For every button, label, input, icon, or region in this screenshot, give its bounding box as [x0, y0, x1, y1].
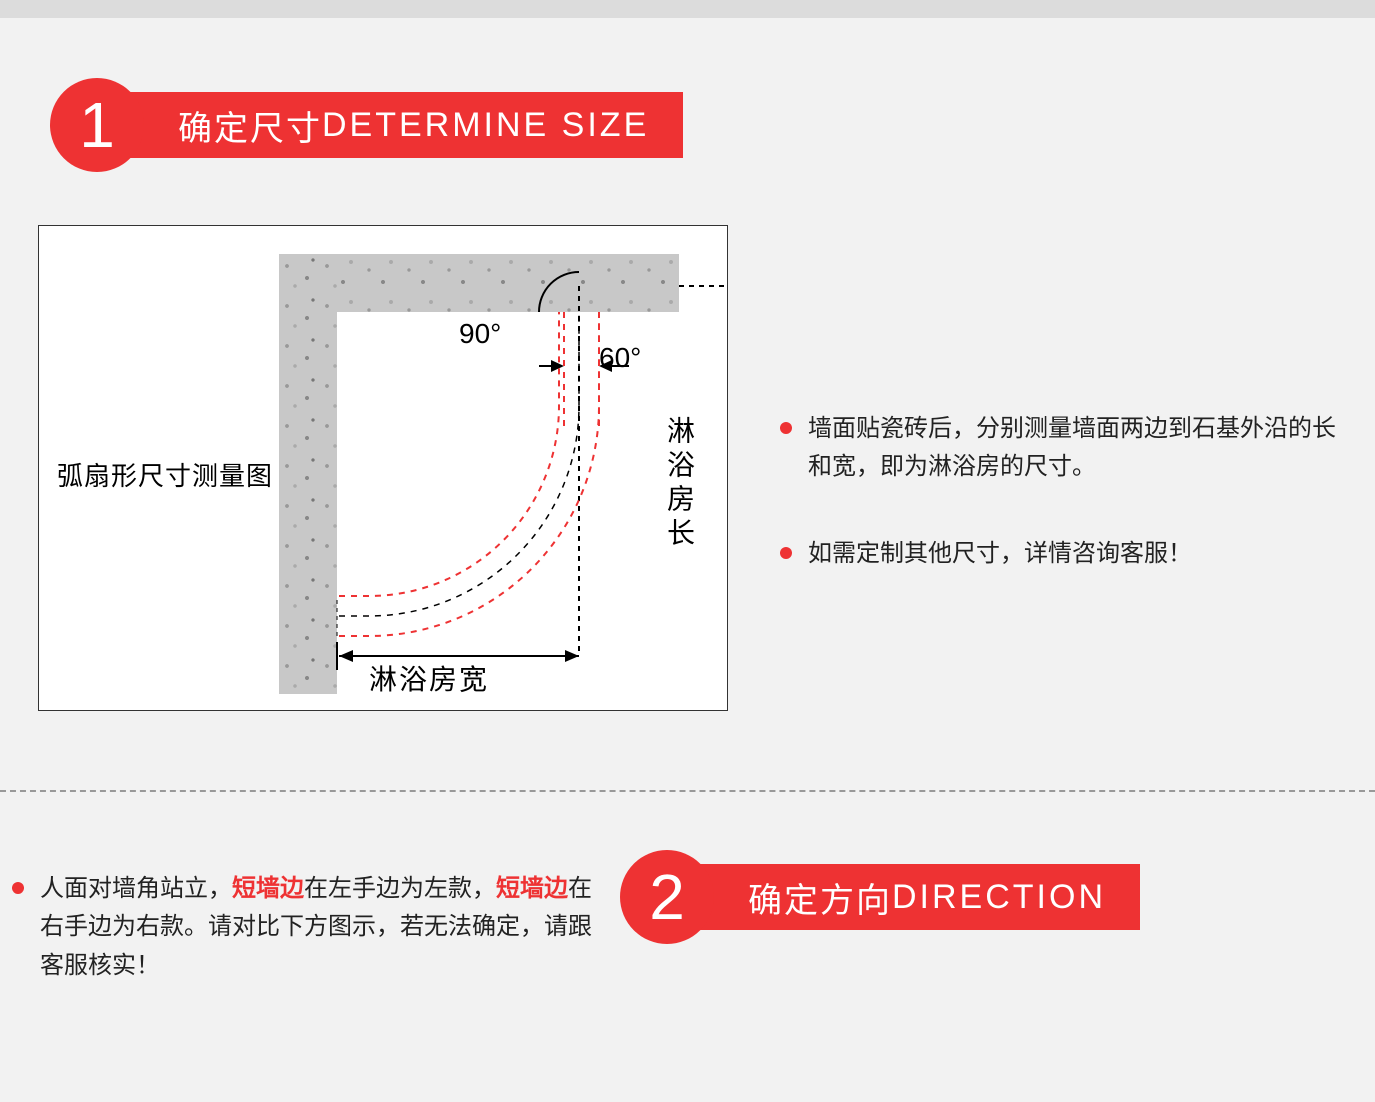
step-title-bar: 确定尺寸 DETERMINE SIZE: [130, 92, 683, 158]
bullet-item: 墙面贴瓷砖后，分别测量墙面两边到石基外沿的长和宽，即为淋浴房的尺寸。: [780, 410, 1340, 487]
step-title-bar: 确定方向 DIRECTION: [700, 864, 1140, 930]
text-part: 人面对墙角站立，: [40, 875, 232, 902]
top-grey-bar: [0, 0, 1375, 18]
section-1-bullets: 墙面贴瓷砖后，分别测量墙面两边到石基外沿的长和宽，即为淋浴房的尺寸。 如需定制其…: [780, 410, 1340, 621]
title-cn: 确定方向: [748, 873, 892, 922]
angle-90-label: 90°: [459, 318, 501, 350]
bullet-dot-icon: [780, 422, 792, 434]
height-label: 淋浴房长: [659, 416, 699, 552]
step-number-badge: 2: [620, 850, 714, 944]
section-divider: [0, 790, 1375, 792]
diagram-svg: [39, 226, 729, 712]
bullet-text: 人面对墙角站立，短墙边在左手边为左款，短墙边在右手边为右款。请对比下方图示，若无…: [40, 870, 612, 985]
bullet-item: 人面对墙角站立，短墙边在左手边为左款，短墙边在右手边为右款。请对比下方图示，若无…: [12, 870, 612, 985]
title-en: DIRECTION: [892, 878, 1106, 917]
width-label: 淋浴房宽: [369, 658, 489, 698]
emphasis: 短墙边: [232, 875, 304, 902]
section-2-bullet: 人面对墙角站立，短墙边在左手边为左款，短墙边在右手边为右款。请对比下方图示，若无…: [12, 870, 612, 1033]
bullet-dot-icon: [12, 882, 24, 894]
title-cn: 确定尺寸: [178, 101, 322, 150]
step-number-badge: 1: [50, 78, 144, 172]
title-en: DETERMINE SIZE: [322, 106, 649, 145]
bullet-item: 如需定制其他尺寸，详情咨询客服！: [780, 535, 1340, 573]
emphasis: 短墙边: [496, 875, 568, 902]
measurement-diagram: 弧扇形尺寸测量图 90° 60° 淋浴房宽 淋浴房长: [38, 225, 728, 711]
text-part: 在左手边为左款，: [304, 875, 496, 902]
angle-60-label: 60°: [599, 342, 641, 374]
bullet-text: 墙面贴瓷砖后，分别测量墙面两边到石基外沿的长和宽，即为淋浴房的尺寸。: [808, 410, 1340, 487]
bullet-dot-icon: [780, 547, 792, 559]
bullet-text: 如需定制其他尺寸，详情咨询客服！: [808, 535, 1192, 573]
